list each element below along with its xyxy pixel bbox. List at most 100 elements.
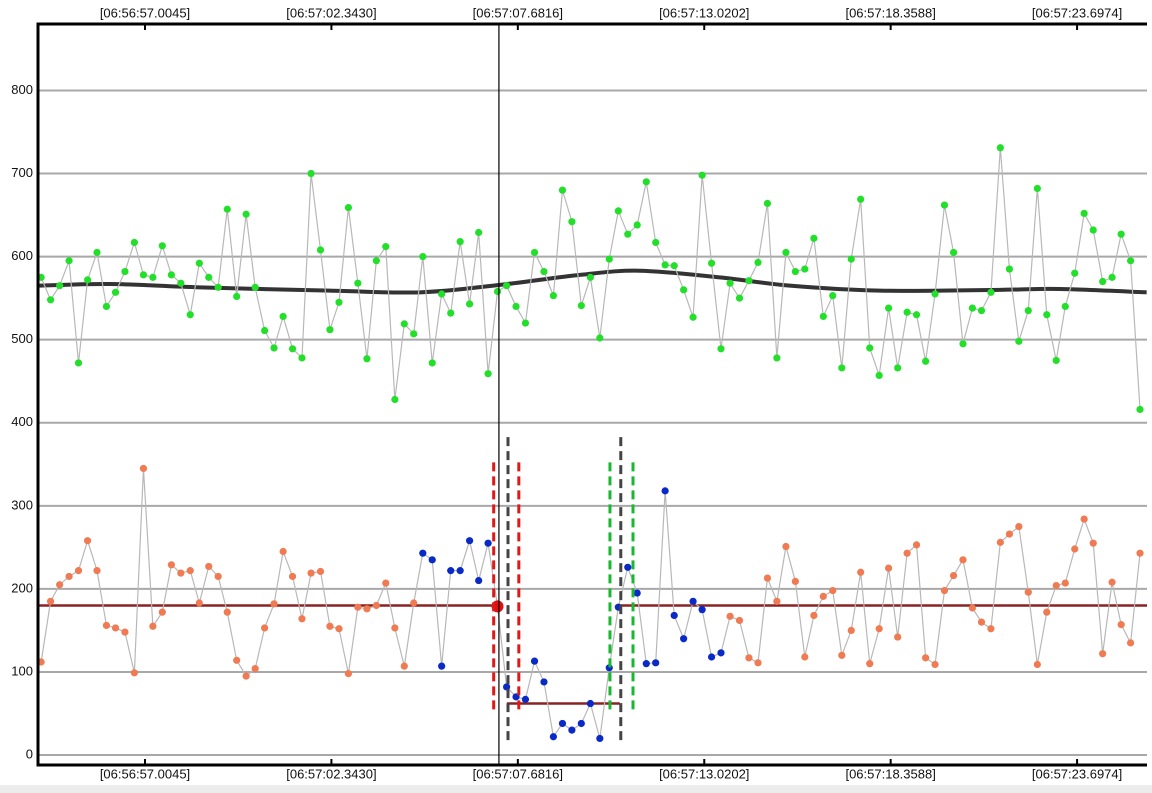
data-point [1117, 621, 1125, 629]
data-point [410, 330, 418, 338]
data-point [773, 597, 781, 605]
data-point [139, 464, 148, 473]
data-point [652, 659, 660, 667]
data-point [410, 599, 418, 607]
data-point [829, 586, 837, 595]
x-tick-label-bottom: [06:57:23.6974] [1032, 766, 1122, 781]
data-point [288, 345, 297, 353]
data-point [149, 273, 157, 281]
data-point [214, 283, 222, 291]
data-point [65, 572, 73, 581]
data-point [968, 304, 977, 312]
data-point [698, 606, 706, 614]
data-point [419, 549, 427, 557]
y-tick-label: 400 [11, 414, 33, 429]
data-point [670, 611, 678, 620]
data-point [577, 719, 585, 728]
data-point [1005, 265, 1014, 273]
data-point [866, 660, 874, 668]
data-point [242, 672, 250, 680]
data-point [195, 599, 203, 607]
data-point [233, 292, 241, 301]
data-point [177, 279, 185, 287]
data-point [959, 340, 967, 348]
data-point [735, 294, 744, 302]
data-point [223, 608, 231, 616]
data-point [438, 290, 446, 298]
data-point [596, 334, 604, 342]
data-point [503, 683, 511, 691]
data-point [195, 259, 203, 267]
data-point [382, 243, 390, 251]
x-tick-label-top: [06:57:23.6974] [1032, 5, 1122, 20]
x-tick-label-top: [06:57:13.0202] [659, 5, 749, 20]
data-point [745, 277, 753, 285]
data-point [56, 282, 64, 290]
data-point [1099, 650, 1107, 658]
data-point [475, 228, 483, 237]
data-point [680, 635, 688, 643]
data-point [829, 292, 837, 300]
data-point [922, 357, 930, 365]
data-point [754, 659, 762, 667]
data-point [549, 733, 557, 741]
data-point [1126, 639, 1135, 647]
data-point [270, 600, 278, 608]
y-tick-label: 800 [11, 82, 33, 97]
data-point [335, 625, 343, 633]
data-point [391, 624, 399, 632]
data-point [568, 218, 576, 226]
data-point [251, 283, 259, 291]
data-point [363, 355, 371, 363]
data-point [885, 564, 893, 572]
y-tick-label: 100 [11, 663, 33, 678]
x-tick-label-bottom: [06:57:07.6816] [473, 766, 563, 781]
data-point [484, 539, 492, 547]
data-point [614, 207, 622, 215]
data-point [186, 311, 194, 319]
data-point [949, 248, 958, 257]
data-point [857, 568, 865, 576]
x-tick-label-bottom: [06:56:57.0045] [100, 766, 190, 781]
data-point [121, 267, 129, 276]
data-point [577, 302, 585, 310]
data-point [922, 654, 930, 662]
data-point [568, 726, 576, 734]
data-point [326, 326, 334, 334]
data-point [1080, 515, 1088, 523]
data-point [279, 312, 287, 321]
data-point [745, 654, 753, 662]
data-point [400, 320, 408, 328]
data-point [1015, 522, 1023, 531]
data-point [912, 311, 921, 319]
data-point [987, 625, 995, 633]
data-point [111, 288, 120, 296]
y-tick-label: 300 [11, 497, 33, 512]
x-tick-label-bottom: [06:57:02.3430] [286, 766, 376, 781]
data-point [1071, 545, 1079, 553]
data-point [521, 319, 530, 327]
data-point [996, 144, 1004, 152]
data-point [689, 597, 697, 605]
data-point [586, 699, 595, 708]
data-point [763, 199, 772, 208]
data-point [605, 255, 613, 263]
data-point [354, 603, 362, 611]
data-point [959, 556, 967, 564]
x-tick-label-top: [06:57:07.6816] [473, 5, 563, 20]
data-point [186, 567, 194, 575]
data-point [661, 261, 669, 269]
data-point [763, 574, 772, 582]
data-point [1052, 581, 1060, 590]
data-point [698, 171, 706, 179]
data-point [335, 298, 343, 306]
data-point [1108, 273, 1116, 281]
data-point [670, 262, 678, 270]
data-point [903, 549, 911, 557]
data-point [549, 292, 557, 300]
data-point [707, 653, 716, 661]
data-point [1061, 302, 1069, 311]
y-tick-label: 0 [26, 746, 33, 761]
data-point [726, 279, 734, 287]
